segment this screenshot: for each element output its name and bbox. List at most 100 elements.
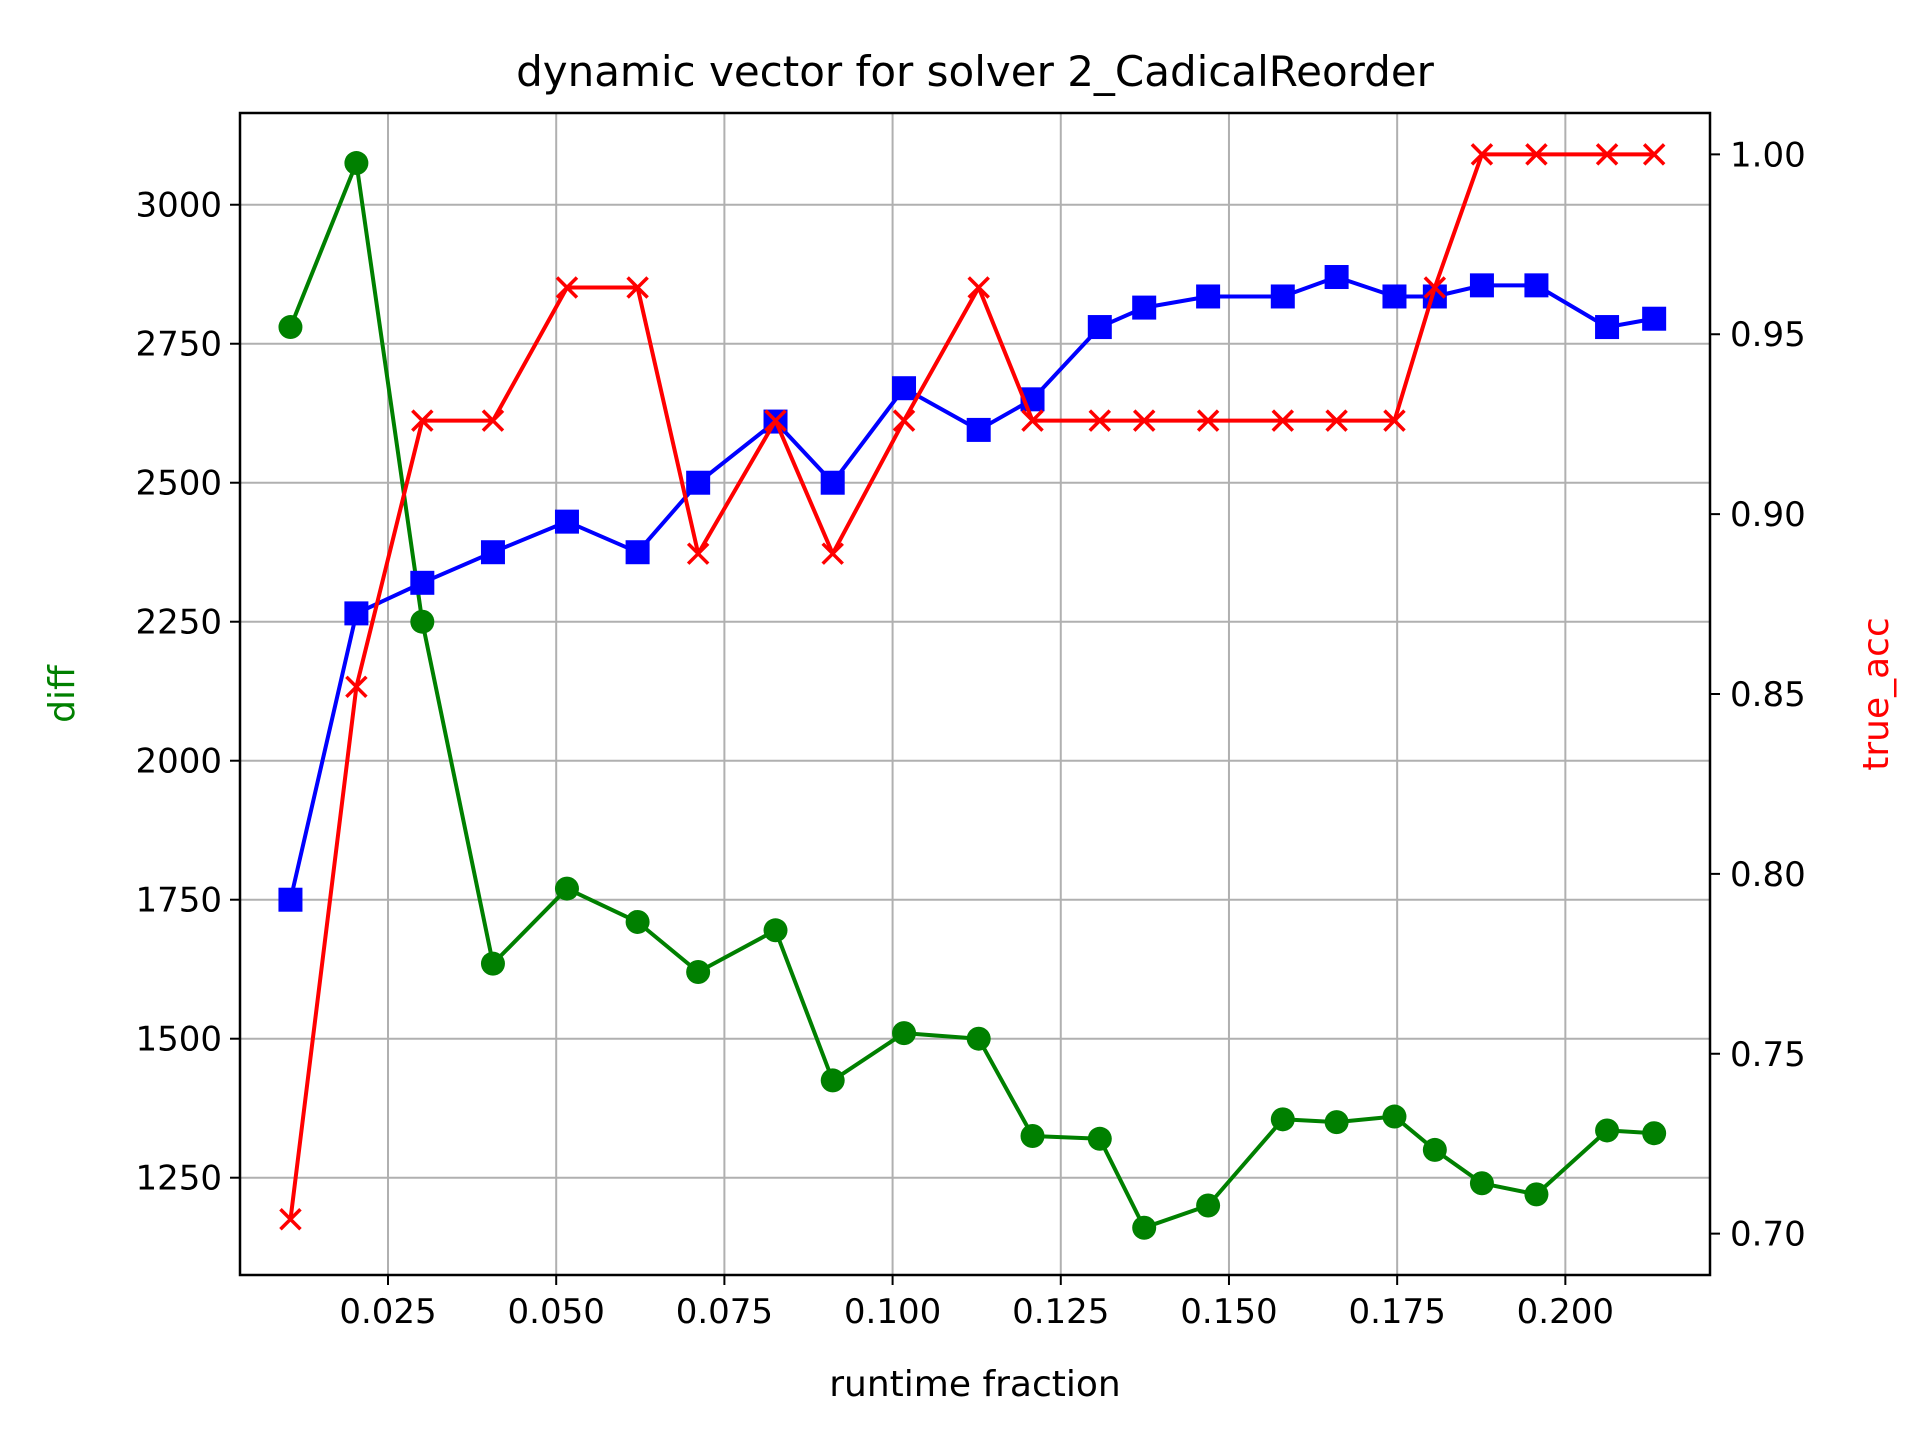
data-point — [1270, 284, 1295, 309]
data-point — [1196, 284, 1221, 309]
x-tick-label: 0.200 — [1517, 1292, 1614, 1332]
data-point — [626, 276, 649, 299]
data-point — [821, 542, 844, 565]
x-tick-label: 0.175 — [1348, 1292, 1445, 1332]
data-point — [1324, 265, 1349, 290]
data-point — [764, 409, 787, 432]
x-tick-label: 0.025 — [339, 1292, 436, 1332]
data-point — [686, 542, 710, 565]
data-point — [1422, 1137, 1447, 1162]
y-tick-label: 2250 — [135, 603, 222, 643]
y-tick-label: 2000 — [135, 742, 222, 782]
data-point — [279, 1208, 302, 1231]
ticks: 0.025 0.050 0.075 0.100 0.125 0.150 0.175 0.200… — [135, 135, 1805, 1332]
x-tick-label: 0.100 — [844, 1292, 941, 1332]
data-point — [1524, 1182, 1549, 1207]
data-point — [1020, 1124, 1045, 1149]
data-point — [411, 409, 434, 432]
y2-tick-label: 0.90 — [1730, 495, 1806, 535]
data-point — [1088, 409, 1112, 432]
data-point — [1021, 409, 1044, 432]
data-point — [554, 876, 579, 901]
data-point — [1642, 1121, 1667, 1146]
chart-title: dynamic vector for solver 2_CadicalReord… — [516, 47, 1435, 96]
data-point — [763, 918, 788, 943]
data-point — [345, 675, 368, 699]
data-point — [278, 315, 303, 340]
data-point — [1270, 1107, 1295, 1132]
data-point — [1271, 409, 1295, 432]
data-point — [1324, 1110, 1349, 1135]
x-tick-label: 0.125 — [1012, 1292, 1109, 1332]
data-point — [554, 509, 579, 534]
y2-tick-label: 0.85 — [1730, 675, 1806, 715]
data-point — [1469, 273, 1494, 298]
data-point — [344, 601, 369, 626]
y-axis-label: diff — [42, 664, 83, 723]
data-point — [1595, 143, 1619, 166]
y-tick-label: 3000 — [135, 186, 222, 226]
data-point — [480, 540, 505, 565]
series-layer — [278, 143, 1667, 1240]
data-point — [966, 1026, 991, 1051]
y-tick-label: 1500 — [135, 1020, 222, 1060]
data-point — [1132, 1215, 1157, 1240]
y2-tick-label: 0.80 — [1730, 855, 1806, 895]
data-point — [1196, 1193, 1221, 1218]
x-tick-label: 0.050 — [508, 1292, 605, 1332]
x-tick-label: 0.150 — [1180, 1292, 1277, 1332]
data-point — [625, 909, 650, 934]
y-tick-label: 2500 — [135, 464, 222, 504]
data-point — [410, 609, 435, 634]
data-point — [555, 276, 579, 299]
data-point — [625, 540, 650, 565]
data-point — [686, 470, 711, 495]
y-tick-label: 2750 — [135, 325, 222, 365]
data-point — [820, 470, 845, 495]
data-point — [1087, 1126, 1112, 1151]
y-tick-label: 1250 — [135, 1159, 222, 1199]
data-point — [410, 570, 435, 595]
data-point — [1470, 143, 1494, 166]
x-tick-label: 0.075 — [676, 1292, 773, 1332]
data-point — [1524, 273, 1549, 298]
y-tick-label: 1750 — [135, 881, 222, 921]
data-point — [1383, 409, 1406, 432]
data-point — [278, 887, 303, 912]
data-point — [892, 1021, 917, 1046]
data-point — [1382, 1104, 1407, 1129]
data-point — [967, 276, 990, 299]
x-axis-label: runtime fraction — [829, 1364, 1121, 1405]
data-point — [892, 376, 917, 401]
data-point — [1325, 409, 1348, 432]
data-point — [480, 951, 505, 976]
series-square-left — [278, 265, 1667, 912]
data-point — [1469, 1171, 1494, 1196]
data-point — [820, 1068, 845, 1093]
data-point — [1595, 315, 1620, 340]
y2-tick-label: 1.00 — [1730, 135, 1806, 175]
y2-axis-label: true_acc — [1856, 617, 1897, 771]
data-point — [1087, 315, 1112, 340]
series-x-right — [279, 143, 1666, 1231]
data-point — [1423, 276, 1447, 299]
data-point — [1382, 284, 1407, 309]
data-point — [1132, 295, 1157, 320]
data-point — [1525, 143, 1548, 166]
data-point — [1595, 1118, 1620, 1143]
data-point — [966, 417, 991, 442]
data-point — [481, 409, 505, 432]
data-point — [344, 151, 369, 176]
data-point — [1196, 409, 1220, 432]
data-point — [892, 409, 916, 432]
y2-tick-label: 0.70 — [1730, 1215, 1806, 1255]
data-point — [1132, 409, 1156, 432]
y2-tick-label: 0.75 — [1730, 1035, 1806, 1075]
data-point — [1642, 306, 1667, 331]
data-point — [686, 959, 711, 984]
series-circle-left — [278, 151, 1667, 1240]
y2-tick-label: 0.95 — [1730, 315, 1806, 355]
data-point — [1642, 143, 1666, 166]
